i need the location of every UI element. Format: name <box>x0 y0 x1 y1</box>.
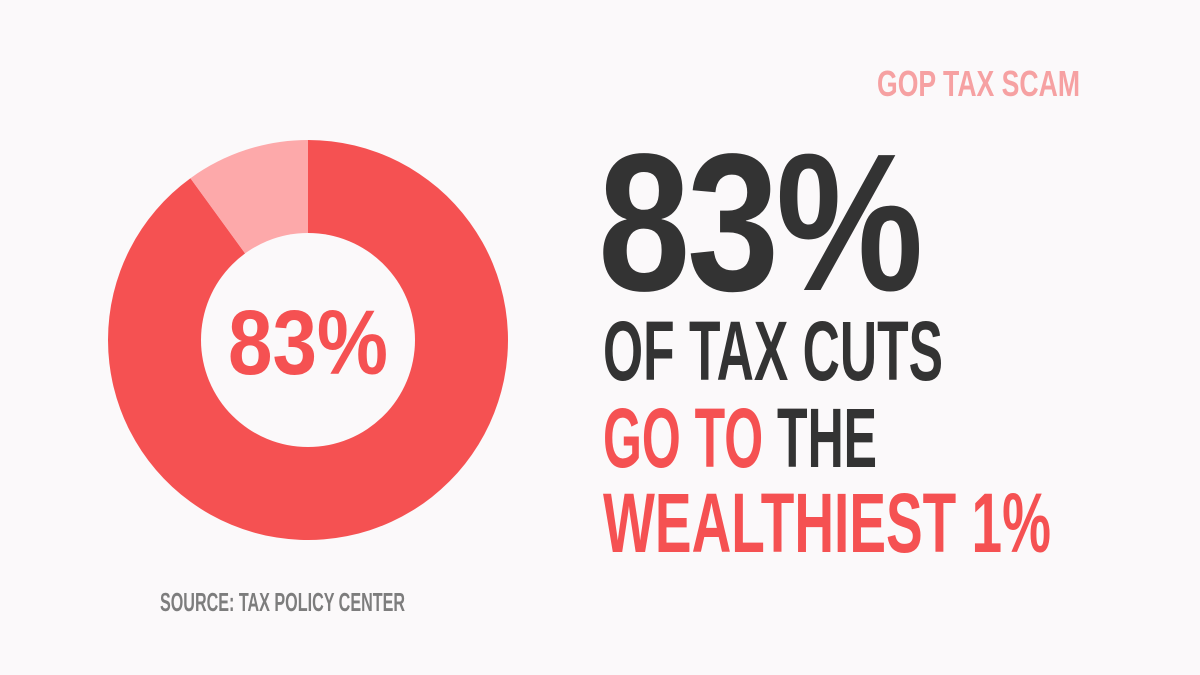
donut-hole <box>201 233 415 447</box>
headline-big-number: 83% <box>598 113 923 332</box>
headline-highlight: GO TO <box>603 391 764 485</box>
donut-center-label: 83% <box>228 292 388 394</box>
source-citation: SOURCE: TAX POLICY CENTER <box>160 587 405 617</box>
headline-line-2-rest: THE <box>777 391 877 485</box>
header-badge: GOP TAX SCAM <box>877 63 1080 104</box>
headline-line-1: OF TAX CUTS <box>603 304 943 398</box>
headline-line-3: WEALTHIEST 1% <box>603 476 1051 570</box>
donut-chart: 83% <box>108 140 508 540</box>
headline-line-2: GO TO THE <box>603 390 877 486</box>
donut-svg: 83% <box>108 140 508 540</box>
